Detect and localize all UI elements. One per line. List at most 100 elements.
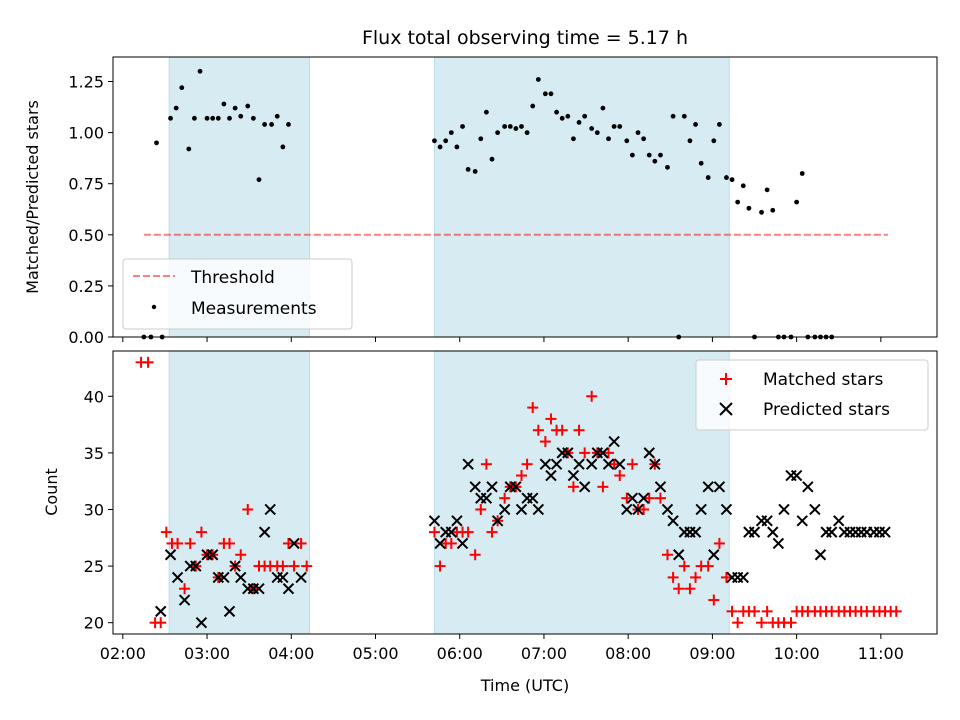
legend-predicted-label: Predicted stars [763,400,890,420]
predicted-star-point [708,549,720,561]
y-tick-label: 0.25 [68,277,104,296]
shaded-interval-1 [168,350,311,635]
matched-star-point [579,447,591,459]
measurement-point [729,177,735,183]
predicted-star-point [737,571,749,584]
matched-star-point [428,526,440,538]
predicted-star-point [218,571,230,584]
predicted-star-point [778,503,790,516]
matched-star-point [486,526,498,538]
predicted-star-point [486,481,498,493]
predicted-star-point [879,526,891,538]
matched-star-point [532,424,544,436]
matched-star-point [179,583,191,595]
matched-star-point [702,560,714,572]
matched-star-point [720,571,732,583]
matched-star-point [521,458,533,470]
measurement-point [478,136,484,142]
matched-star-point [673,583,685,595]
y-tick-label: 1.00 [68,124,104,143]
matched-star-point [277,560,289,572]
predicted-star-point [573,458,585,470]
measurement-point [238,113,244,119]
x-tick-label: 02:00 [100,644,146,663]
measurement-point [186,146,192,152]
predicted-star-point [643,447,655,459]
measurement-point [681,113,687,119]
legend-predicted-swatch [719,402,733,416]
top-panel-frame [112,56,938,338]
predicted-star-point [621,503,633,516]
measurement-point [670,113,676,119]
measurement-point [554,109,559,115]
matched-star-point [684,583,696,595]
y-tick-label: 25 [84,557,104,576]
matched-star-point [155,617,167,629]
measurement-point [548,91,554,97]
predicted-star-point [462,458,474,470]
measurement-point [735,199,741,205]
measurement-point [641,136,647,142]
predicted-star-point [445,526,458,538]
measurement-point [443,138,449,144]
matched-star-point [785,617,797,629]
measurement-point [606,136,611,142]
matched-star-point [667,571,679,583]
measurement-point [448,130,454,136]
predicted-star-point [802,481,814,493]
x-tick-label: 05:00 [352,644,398,663]
x-tick-label: 07:00 [521,644,567,663]
predicted-star-point [155,605,167,618]
measurement-point [698,160,704,166]
x-tick-label: 03:00 [184,644,230,663]
predicted-star-point [748,526,761,538]
matched-star-point [172,537,184,549]
predicted-star-point [451,515,463,527]
y-tick-label: 35 [84,444,104,463]
matched-star-point [301,560,313,572]
matched-star-point [462,526,474,538]
predicted-star-point [532,503,545,516]
predicted-star-point [527,492,539,504]
measurement-point [740,183,746,189]
legend-measurements-swatch [151,304,157,310]
predicted-star-point [809,503,821,516]
y-tick-label: 1.25 [68,73,104,92]
measurement-point [629,152,635,158]
predicted-star-point [637,492,650,504]
bottom-panel: 02:00 03:00 04:00 05:00 06:00 07:00 08:00 09:00… [42,350,938,695]
predicted-star-point [578,481,591,493]
predicted-star-point [545,469,557,482]
predicted-star-point [667,515,679,527]
bottom-panel-legend: Matched stars Predicted stars [695,359,929,431]
matched-star-point [295,537,307,549]
predicted-star-point [164,549,177,561]
predicted-star-point [550,458,563,470]
measurement-point [635,130,641,136]
predicted-star-point [649,458,661,470]
matched-star-point [469,549,481,561]
measurement-point [617,124,623,129]
predicted-star-point [632,503,644,516]
measurement-point [665,164,670,170]
measurement-point [693,122,698,127]
predicted-star-point [626,492,639,504]
top-panel-title: Flux total observing time = 5.17 h [362,27,688,49]
top-panel-legend: Threshold Measurements [122,258,353,330]
predicted-star-point [235,571,247,584]
matched-star-point [242,503,254,515]
predicted-star-point [695,503,707,516]
measurement-point [513,126,519,131]
measurement-point [262,122,268,127]
measurement-point [192,115,197,121]
measurement-point [624,138,630,144]
matched-star-point [654,492,666,504]
predicted-star-point [673,549,685,561]
bottom-panel-frame [112,350,938,635]
matched-star-point [282,537,294,549]
bottom-panel-x-axis-label: Time (UTC) [480,676,569,695]
measurement-point [454,144,460,150]
matched-star-point [480,458,492,470]
matched-star-point [499,492,511,504]
measurement-point [432,138,437,144]
